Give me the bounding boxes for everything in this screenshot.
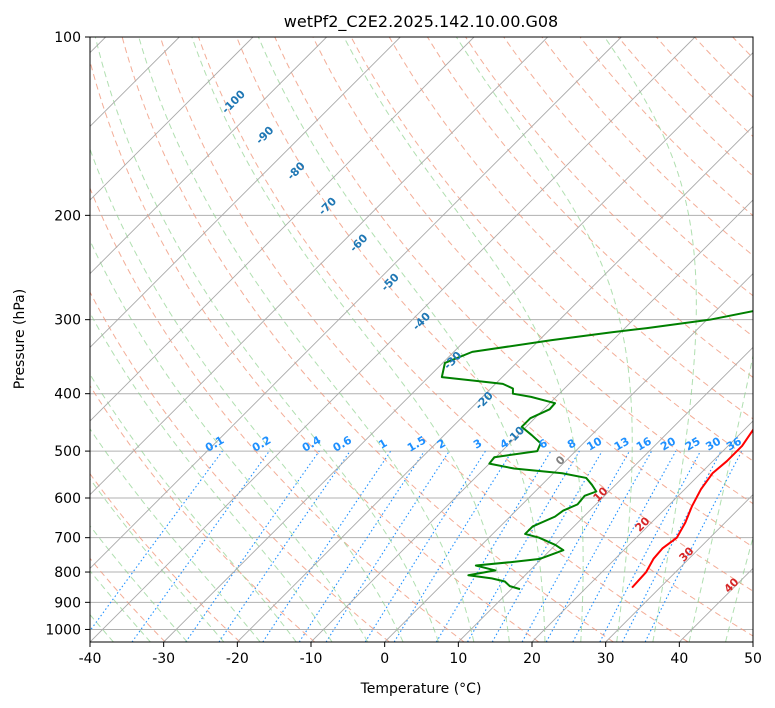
y-axis-title: Pressure (hPa) [12,289,28,389]
dry-adiabat-line [121,37,614,642]
x-tick-label: 10 [449,651,467,667]
y-tick-label: 800 [54,565,81,581]
mixing-ratio-line [298,450,425,642]
moist-adiabat-line [725,535,753,642]
moist-adiabat-line [90,524,188,642]
isotherm-line [605,494,753,642]
y-tick-label: 600 [54,491,81,507]
mixing-ratio-line [644,450,743,642]
mixing-ratio-line [393,450,513,642]
dry-adiabat-line [159,37,689,642]
isotherm-line [90,37,622,569]
dry-adiabat-line [426,37,753,378]
moist-adiabat-line [90,311,333,642]
mixing-ratio-line [521,450,630,642]
x-tick-label: -30 [152,651,175,667]
y-tick-label: 200 [54,208,81,224]
temperature-profile-line [631,427,753,589]
mixing-ratio-line [218,450,351,642]
moist-adiabat-line [90,373,297,642]
dry-adiabat-line [312,37,753,505]
moist-adiabat-line [90,570,151,642]
mixing-ratio-line [131,450,270,642]
mixing-ratio-lines [90,450,743,642]
moist-adiabats [90,37,753,642]
x-axis-title: Temperature (°C) [360,681,482,697]
x-tick-label: -10 [300,651,323,667]
dry-adiabat-line [274,37,753,548]
y-tick-label: 300 [54,313,81,329]
dry-adiabat-line [465,37,753,337]
x-tick-label: 0 [380,651,389,667]
dry-adiabats [90,37,753,642]
moist-adiabat-line [138,37,475,642]
axis-ticks: -40 -30 -20 -10 0 10 20 30 40 50 100 200 300 400 500 60… [45,30,762,667]
dry-adiabat-line [503,37,753,297]
moist-adiabat-line [90,239,369,642]
x-tick-label: 20 [523,651,541,667]
skewed-isotherms [90,37,753,642]
dewpoint-profile-line [440,310,753,591]
moist-adiabat-line [94,37,439,642]
dry-adiabat-line [90,186,465,642]
isotherm-line [310,199,753,642]
moist-adiabat-line [90,147,404,642]
dry-adiabat-line [350,37,753,462]
dry-adiabat-line [90,291,390,642]
isotherm-line [384,273,753,642]
isotherm-line [90,37,254,201]
x-tick-label: 30 [597,651,615,667]
moist-adiabat-line [90,477,225,642]
isotherm-line [90,37,475,422]
plot-frame [89,36,754,643]
isotherm-line [90,37,548,496]
plot-area: 0.1 0.2 0.4 0.6 1 1.5 2 3 4 6 8 10 13 16 20 25 30 36-100-… [90,37,753,642]
isotherm-line [90,37,696,642]
dry-adiabat-line [90,472,241,642]
y-tick-label: 500 [54,444,81,460]
y-tick-label: 900 [54,595,81,611]
x-tick-label: 50 [744,651,762,667]
dry-adiabat-line [90,384,316,642]
chart-title: wetPf2_C2E2.2025.142.10.00.G08 [284,12,558,32]
isotherm-line [237,125,753,642]
dry-adiabat-line [236,37,753,592]
mixing-ratio-line [185,450,320,642]
isotherm-line [458,346,753,642]
moist-adiabat-line [455,37,633,642]
isotherm-line [90,37,401,348]
x-tick-label: 40 [670,651,688,667]
moist-adiabat-line [257,37,546,642]
y-tick-label: 700 [54,531,81,547]
moist-adiabat-line [90,427,261,642]
moist-adiabat-line [688,353,753,642]
sounding-profiles [440,310,753,591]
moist-adiabat-line [604,37,697,642]
dry-adiabat-line [388,37,753,420]
isotherm-line [531,420,753,642]
y-tick-label: 400 [54,387,81,403]
dry-adiabat-line [90,59,540,642]
mixing-ratio-line [572,450,677,642]
mixing-ratio-line [262,450,392,642]
moist-adiabat-line [191,37,510,642]
x-tick-label: -20 [226,651,249,667]
mixing-ratio-line [90,450,223,632]
isotherm-line [163,52,753,642]
moist-adiabat-line [343,37,584,642]
mixing-ratio-line [325,450,450,642]
isotherm-line [90,37,327,275]
pressure-gridlines [90,37,753,630]
y-tick-label: 1000 [45,622,81,638]
y-tick-label: 100 [54,30,81,46]
mixing-ratio-line [545,450,653,642]
x-tick-label: -40 [79,651,102,667]
